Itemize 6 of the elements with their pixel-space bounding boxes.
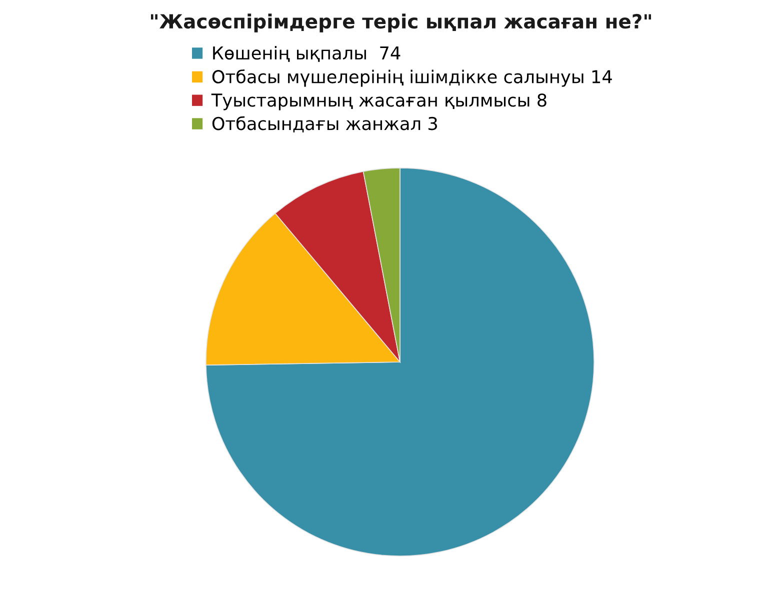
legend-label: Туыстарымның жасаған қылмысы 8: [211, 93, 546, 110]
legend-label: Отбасындағы жанжал 3: [212, 116, 437, 132]
chart-title: "Жасөспірімдерге теріс ықпал жасаған не?": [151, 14, 651, 32]
legend-label: Отбасы мүшелерінің ішімдікке салынуы 14: [212, 69, 612, 87]
legend-label: Көшенің ықпалы 74: [213, 46, 400, 62]
pie-slice: [206, 168, 594, 556]
